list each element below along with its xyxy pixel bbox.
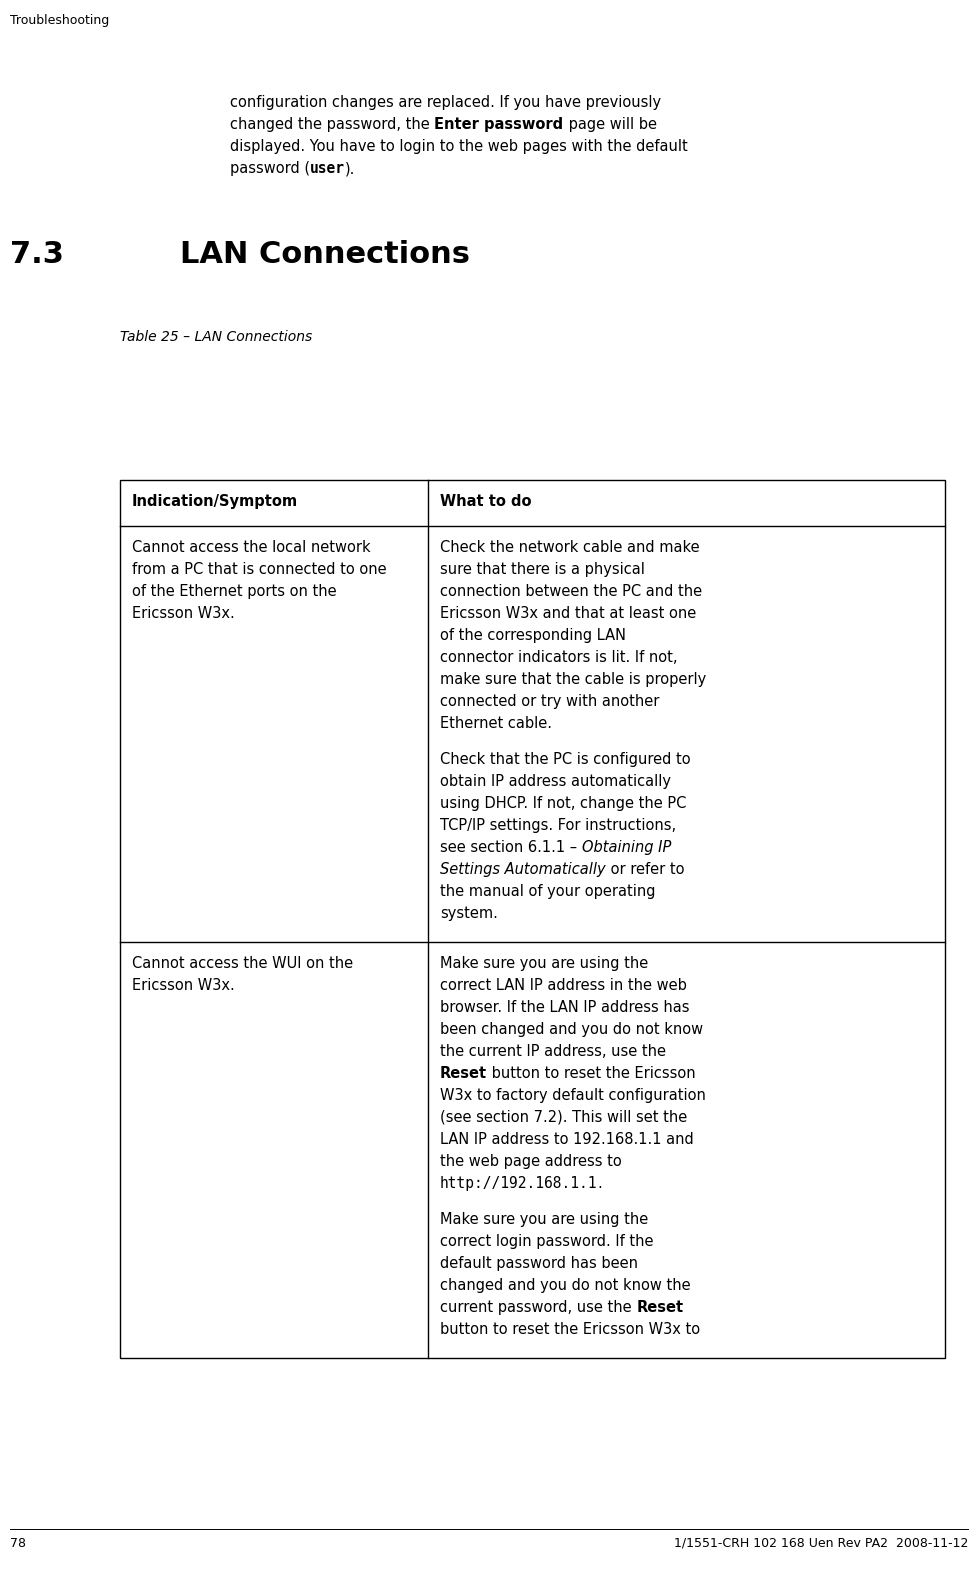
Text: obtain IP address automatically: obtain IP address automatically [440,774,670,789]
Text: Table 25 – LAN Connections: Table 25 – LAN Connections [120,331,312,345]
Text: the web page address to: the web page address to [440,1154,621,1169]
Text: LAN IP address to 192.168.1.1 and: LAN IP address to 192.168.1.1 and [440,1132,693,1147]
Text: of the corresponding LAN: of the corresponding LAN [440,628,625,644]
Text: Make sure you are using the: Make sure you are using the [440,1212,648,1228]
Text: Ericsson W3x.: Ericsson W3x. [132,606,234,622]
Text: the current IP address, use the: the current IP address, use the [440,1044,665,1059]
Text: What to do: What to do [440,494,531,508]
Text: correct LAN IP address in the web: correct LAN IP address in the web [440,977,686,993]
Text: Ericsson W3x and that at least one: Ericsson W3x and that at least one [440,606,696,622]
Text: password (: password ( [230,161,310,176]
Text: make sure that the cable is properly: make sure that the cable is properly [440,672,705,686]
Text: Check that the PC is configured to: Check that the PC is configured to [440,752,690,767]
Text: connected or try with another: connected or try with another [440,694,658,708]
Text: changed and you do not know the: changed and you do not know the [440,1278,690,1292]
Text: 7.3: 7.3 [10,239,64,269]
Text: LAN Connections: LAN Connections [180,239,470,269]
Text: connection between the PC and the: connection between the PC and the [440,584,701,600]
Text: the manual of your operating: the manual of your operating [440,885,655,899]
Text: Obtaining IP: Obtaining IP [581,841,670,855]
Text: using DHCP. If not, change the PC: using DHCP. If not, change the PC [440,796,686,811]
Text: system.: system. [440,907,497,921]
Text: Indication/Symptom: Indication/Symptom [132,494,298,508]
Text: default password has been: default password has been [440,1256,637,1270]
Text: correct login password. If the: correct login password. If the [440,1234,653,1250]
Text: user: user [310,161,345,176]
Text: (see section 7.2). This will set the: (see section 7.2). This will set the [440,1110,687,1125]
Text: Enter password: Enter password [434,116,563,132]
Text: or refer to: or refer to [605,863,684,877]
Text: Troubleshooting: Troubleshooting [10,14,109,27]
Text: displayed. You have to login to the web pages with the default: displayed. You have to login to the web … [230,139,687,154]
Text: from a PC that is connected to one: from a PC that is connected to one [132,562,386,578]
Text: of the Ethernet ports on the: of the Ethernet ports on the [132,584,336,600]
Text: Settings Automatically: Settings Automatically [440,863,605,877]
Bar [120,480,944,1358]
Text: Check the network cable and make: Check the network cable and make [440,540,699,556]
Text: changed the password, the: changed the password, the [230,116,434,132]
Text: Ericsson W3x.: Ericsson W3x. [132,977,234,993]
Text: TCP/IP settings. For instructions,: TCP/IP settings. For instructions, [440,818,675,833]
Text: http://192.168.1.1: http://192.168.1.1 [440,1176,597,1192]
Text: browser. If the LAN IP address has: browser. If the LAN IP address has [440,999,689,1015]
Text: connector indicators is lit. If not,: connector indicators is lit. If not, [440,650,677,664]
Text: 1/1551-CRH 102 168 Uen Rev PA2  2008-11-12: 1/1551-CRH 102 168 Uen Rev PA2 2008-11-1… [673,1536,967,1550]
Text: configuration changes are replaced. If you have previously: configuration changes are replaced. If y… [230,94,660,110]
Text: Cannot access the local network: Cannot access the local network [132,540,370,556]
Text: Make sure you are using the: Make sure you are using the [440,955,648,971]
Text: .: . [597,1176,602,1192]
Text: button to reset the Ericsson: button to reset the Ericsson [487,1066,695,1081]
Text: 78: 78 [10,1536,26,1550]
Text: sure that there is a physical: sure that there is a physical [440,562,644,578]
Text: W3x to factory default configuration: W3x to factory default configuration [440,1088,705,1103]
Text: button to reset the Ericsson W3x to: button to reset the Ericsson W3x to [440,1322,700,1336]
Text: Ethernet cable.: Ethernet cable. [440,716,551,730]
Text: current password, use the: current password, use the [440,1300,636,1314]
Text: Reset: Reset [440,1066,487,1081]
Text: ).: ). [345,161,355,176]
Text: see section 6.1.1 –: see section 6.1.1 – [440,841,581,855]
Text: page will be: page will be [563,116,656,132]
Text: Cannot access the WUI on the: Cannot access the WUI on the [132,955,353,971]
Text: been changed and you do not know: been changed and you do not know [440,1022,702,1037]
Text: Reset: Reset [636,1300,683,1314]
